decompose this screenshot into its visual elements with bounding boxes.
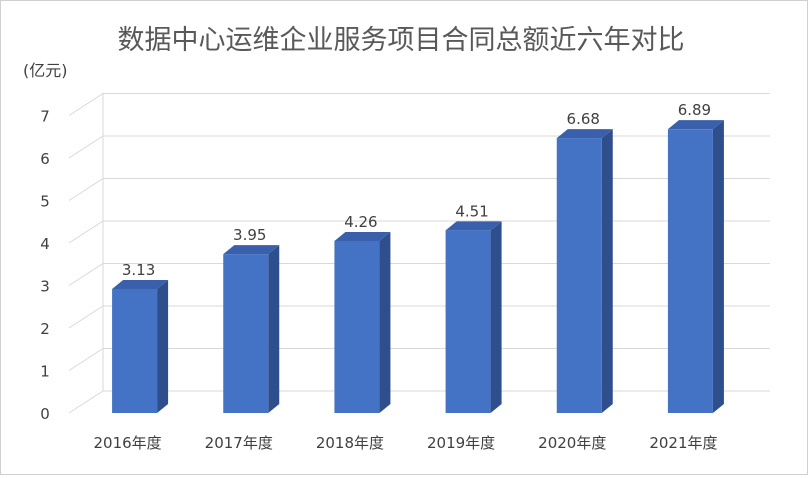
data-label: 3.95 bbox=[233, 226, 266, 244]
data-label: 6.68 bbox=[567, 110, 600, 128]
bar-top bbox=[334, 231, 391, 241]
bar bbox=[556, 138, 602, 413]
bar-side bbox=[268, 245, 280, 413]
value-labels: 3.13 3.95 4.26 4.51 6.68 6.89 bbox=[122, 101, 711, 279]
y-tick-label: 7 bbox=[40, 108, 50, 126]
x-axis-ticks: 2016年度 2017年度 2018年度 2019年度 2020年度 2021年度 bbox=[93, 434, 717, 452]
x-tick-label: 2019年度 bbox=[427, 434, 495, 452]
bar-top bbox=[667, 120, 724, 130]
gridlines bbox=[68, 93, 770, 414]
unit-label: (亿元) bbox=[23, 61, 68, 80]
data-label: 4.26 bbox=[344, 213, 377, 231]
bar-side bbox=[379, 231, 391, 413]
x-tick-label: 2020年度 bbox=[538, 434, 606, 452]
bar-top bbox=[112, 279, 169, 289]
gridline bbox=[68, 348, 770, 371]
gridline bbox=[68, 135, 770, 159]
data-label: 6.89 bbox=[678, 101, 711, 119]
bar bbox=[667, 129, 713, 414]
bar-top bbox=[223, 245, 280, 255]
y-tick-label: 5 bbox=[40, 193, 50, 211]
data-label: 4.51 bbox=[455, 202, 488, 220]
chart-title: 数据中心运维企业服务项目合同总额近六年对比 bbox=[118, 25, 685, 56]
bar bbox=[334, 240, 380, 413]
gridline bbox=[68, 93, 770, 116]
bar-top bbox=[445, 221, 502, 231]
x-tick-label: 2021年度 bbox=[649, 434, 717, 452]
y-tick-label: 4 bbox=[40, 235, 50, 253]
gridline bbox=[68, 390, 770, 414]
bar-side bbox=[712, 120, 724, 414]
y-tick-label: 6 bbox=[40, 150, 50, 168]
bar bbox=[223, 254, 269, 413]
y-axis-ticks: 0 1 2 3 4 5 6 7 bbox=[40, 108, 50, 424]
x-tick-label: 2016年度 bbox=[93, 434, 161, 452]
bar bbox=[112, 288, 158, 413]
gridline bbox=[68, 305, 770, 329]
gridline bbox=[68, 263, 770, 286]
gridline bbox=[68, 178, 770, 201]
gridline bbox=[68, 220, 770, 244]
bars bbox=[112, 120, 724, 414]
y-tick-label: 0 bbox=[40, 405, 50, 423]
x-tick-label: 2018年度 bbox=[316, 434, 384, 452]
bar-top bbox=[556, 129, 613, 139]
bar-side bbox=[157, 279, 169, 413]
y-tick-label: 2 bbox=[40, 320, 50, 338]
data-label: 3.13 bbox=[122, 261, 155, 279]
y-tick-label: 1 bbox=[40, 363, 50, 381]
bar-side bbox=[601, 129, 613, 413]
x-tick-label: 2017年度 bbox=[205, 434, 273, 452]
bar-side bbox=[490, 221, 502, 413]
y-tick-label: 3 bbox=[40, 278, 50, 296]
bar bbox=[445, 230, 491, 413]
